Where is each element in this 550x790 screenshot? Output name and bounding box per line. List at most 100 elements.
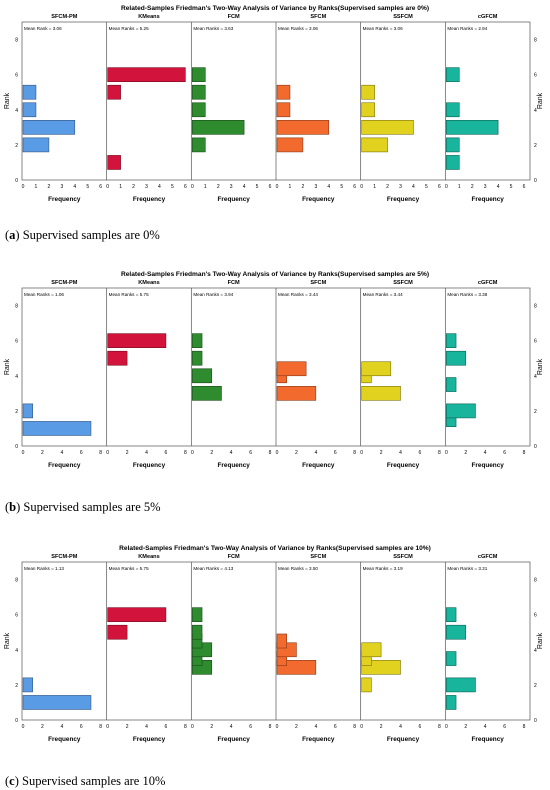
friedman-chart-5pct: Related-Samples Friedman's Two-Way Analy… xyxy=(4,271,544,469)
x-tick-label: 6 xyxy=(269,184,272,190)
mean-rank-label: Mean Ranks = 3.44 xyxy=(278,292,318,297)
y-tick-label-right: 4 xyxy=(534,108,537,114)
x-tick-label: 6 xyxy=(334,724,337,730)
x-tick-label: 4 xyxy=(412,184,415,190)
x-tick-label: 2 xyxy=(47,184,50,190)
frequency-bar xyxy=(107,67,186,82)
x-tick-label: 3 xyxy=(230,184,233,190)
y-tick-label-right: 4 xyxy=(534,374,537,380)
group-name: SSFCM xyxy=(393,280,413,286)
x-tick-label: 8 xyxy=(353,724,356,730)
frequency-bar xyxy=(107,84,121,100)
frequency-bar xyxy=(107,607,167,622)
x-tick-label: 0 xyxy=(276,724,279,730)
frequency-bar xyxy=(361,120,414,135)
mean-rank-label: Mean Ranks = 3.38 xyxy=(447,292,487,297)
y-tick-label-right: 8 xyxy=(534,38,537,44)
group-name: SFCM-PM xyxy=(51,14,77,20)
group-name: SFCM-PM xyxy=(51,280,77,286)
x-tick-label: 4 xyxy=(145,450,148,456)
x-tick-label: 0 xyxy=(191,724,194,730)
x-tick-label: 8 xyxy=(99,450,102,456)
frequency-bar xyxy=(446,403,476,419)
x-tick-label: 4 xyxy=(327,184,330,190)
frequency-bar xyxy=(107,350,128,366)
x-tick-label: 4 xyxy=(484,724,487,730)
y-axis-label-left: Rank xyxy=(4,92,11,109)
y-tick-label-left: 0 xyxy=(15,718,18,724)
x-tick-label: 8 xyxy=(269,724,272,730)
mean-rank-label: Mean Ranks = 4.13 xyxy=(193,566,233,571)
x-tick-label: 0 xyxy=(22,450,25,456)
x-tick-label: 4 xyxy=(158,184,161,190)
frequency-bar xyxy=(22,120,76,135)
frequency-bar xyxy=(192,607,203,622)
group-name: KMeans xyxy=(138,14,159,20)
x-tick-label: 2 xyxy=(380,724,383,730)
mean-rank-label: Mean Ranks = 3.44 xyxy=(363,292,403,297)
y-tick-label-right: 6 xyxy=(534,73,537,79)
x-axis-label: Frequency xyxy=(387,196,420,203)
y-tick-label-left: 2 xyxy=(15,683,18,689)
frequency-bar xyxy=(446,67,460,82)
x-axis-label: Frequency xyxy=(472,196,505,203)
x-tick-label: 6 xyxy=(165,450,168,456)
x-tick-label: 8 xyxy=(438,450,441,456)
x-tick-label: 0 xyxy=(22,184,25,190)
frequency-bar xyxy=(22,137,50,153)
mean-rank-label: Mean Ranks = 1.13 xyxy=(24,566,64,571)
mean-rank-label: Mean Ranks = 5.75 xyxy=(109,566,149,571)
mean-rank-label: Mean Ranks = 5.25 xyxy=(109,26,149,31)
mean-rank-label: Mean Ranks = 3.50 xyxy=(278,566,318,571)
y-tick-label-right: 6 xyxy=(534,339,537,345)
x-tick-label: 4 xyxy=(60,450,63,456)
frequency-bar xyxy=(446,377,457,392)
frequency-bar xyxy=(361,102,375,118)
x-tick-label: 0 xyxy=(106,184,109,190)
group-name: FCM xyxy=(228,280,240,286)
x-tick-label: 4 xyxy=(145,724,148,730)
x-tick-label: 0 xyxy=(22,724,25,730)
x-tick-label: 1 xyxy=(204,184,207,190)
x-tick-label: 6 xyxy=(165,724,168,730)
mean-rank-label: Mean Ranks = 2.94 xyxy=(447,26,487,31)
mean-rank-label: Mean Ranks = 3.63 xyxy=(193,26,233,31)
x-tick-label: 0 xyxy=(360,724,363,730)
x-tick-label: 0 xyxy=(276,184,279,190)
x-tick-label: 6 xyxy=(80,724,83,730)
x-tick-label: 6 xyxy=(503,450,506,456)
x-axis-label: Frequency xyxy=(302,462,335,469)
frequency-bar xyxy=(446,695,457,710)
frequency-bar xyxy=(361,386,401,401)
x-tick-label: 5 xyxy=(171,184,174,190)
mean-rank-label: Mean Rank = 3.06 xyxy=(24,26,62,31)
x-axis-label: Frequency xyxy=(387,462,420,469)
frequency-bar xyxy=(192,67,206,82)
x-axis-label: Frequency xyxy=(472,462,505,469)
y-tick-label-left: 2 xyxy=(15,409,18,415)
group-name: cGFCM xyxy=(478,554,498,560)
group-name: cGFCM xyxy=(478,280,498,286)
y-tick-label-left: 6 xyxy=(15,613,18,619)
x-axis-label: Frequency xyxy=(218,196,251,203)
frequency-bar xyxy=(192,368,213,384)
mean-rank-label: Mean Ranks = 3.31 xyxy=(447,566,487,571)
x-tick-label: 2 xyxy=(380,450,383,456)
frequency-bar xyxy=(361,677,372,693)
x-tick-label: 0 xyxy=(276,450,279,456)
x-tick-label: 6 xyxy=(419,450,422,456)
frequency-bar xyxy=(276,633,288,649)
frequency-bar xyxy=(276,102,291,118)
y-tick-label-right: 8 xyxy=(534,304,537,310)
x-tick-label: 0 xyxy=(106,724,109,730)
frequency-bar xyxy=(446,624,467,640)
x-axis-label: Frequency xyxy=(387,736,420,743)
frequency-bar xyxy=(446,333,457,348)
x-axis-label: Frequency xyxy=(48,736,81,743)
x-axis-label: Frequency xyxy=(133,462,166,469)
x-tick-label: 5 xyxy=(256,184,259,190)
group-name: KMeans xyxy=(138,280,159,286)
x-tick-label: 6 xyxy=(249,724,252,730)
y-axis-label-left: Rank xyxy=(4,632,11,649)
x-tick-label: 2 xyxy=(41,724,44,730)
